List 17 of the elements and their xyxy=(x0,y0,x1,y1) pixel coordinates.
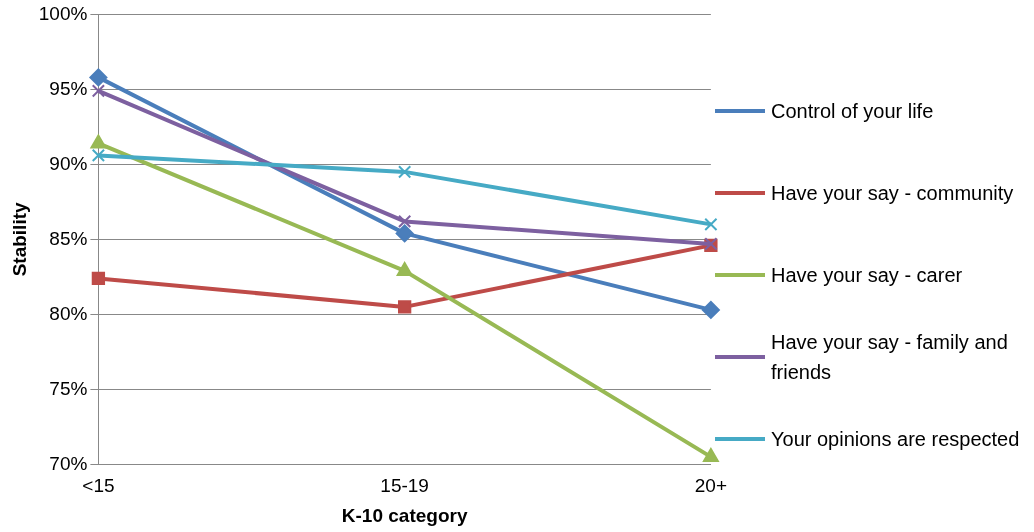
y-axis-title: Stability xyxy=(8,202,30,277)
legend-label: Control of your life xyxy=(771,99,934,124)
y-tick-label: 75% xyxy=(49,377,88,399)
x-tick-label: 20+ xyxy=(694,475,727,497)
x-axis-title: K-10 category xyxy=(341,504,468,526)
y-tick-label: 85% xyxy=(49,227,88,249)
legend-label: Your opinions are respected xyxy=(771,427,1020,452)
y-tick-label: 80% xyxy=(49,302,88,324)
x-tick-label: <15 xyxy=(82,475,115,497)
y-tick-label: 95% xyxy=(49,77,88,99)
y-tick-label: 70% xyxy=(49,452,88,474)
legend-label: Have your say - family and friends xyxy=(771,330,1009,385)
legend-label: Have your say - community xyxy=(771,181,1014,206)
y-tick-label: 100% xyxy=(38,2,88,24)
x-tick-label: 15-19 xyxy=(380,475,429,497)
y-tick-label: 90% xyxy=(49,152,88,174)
legend-label: Have your say - carer xyxy=(771,263,963,288)
